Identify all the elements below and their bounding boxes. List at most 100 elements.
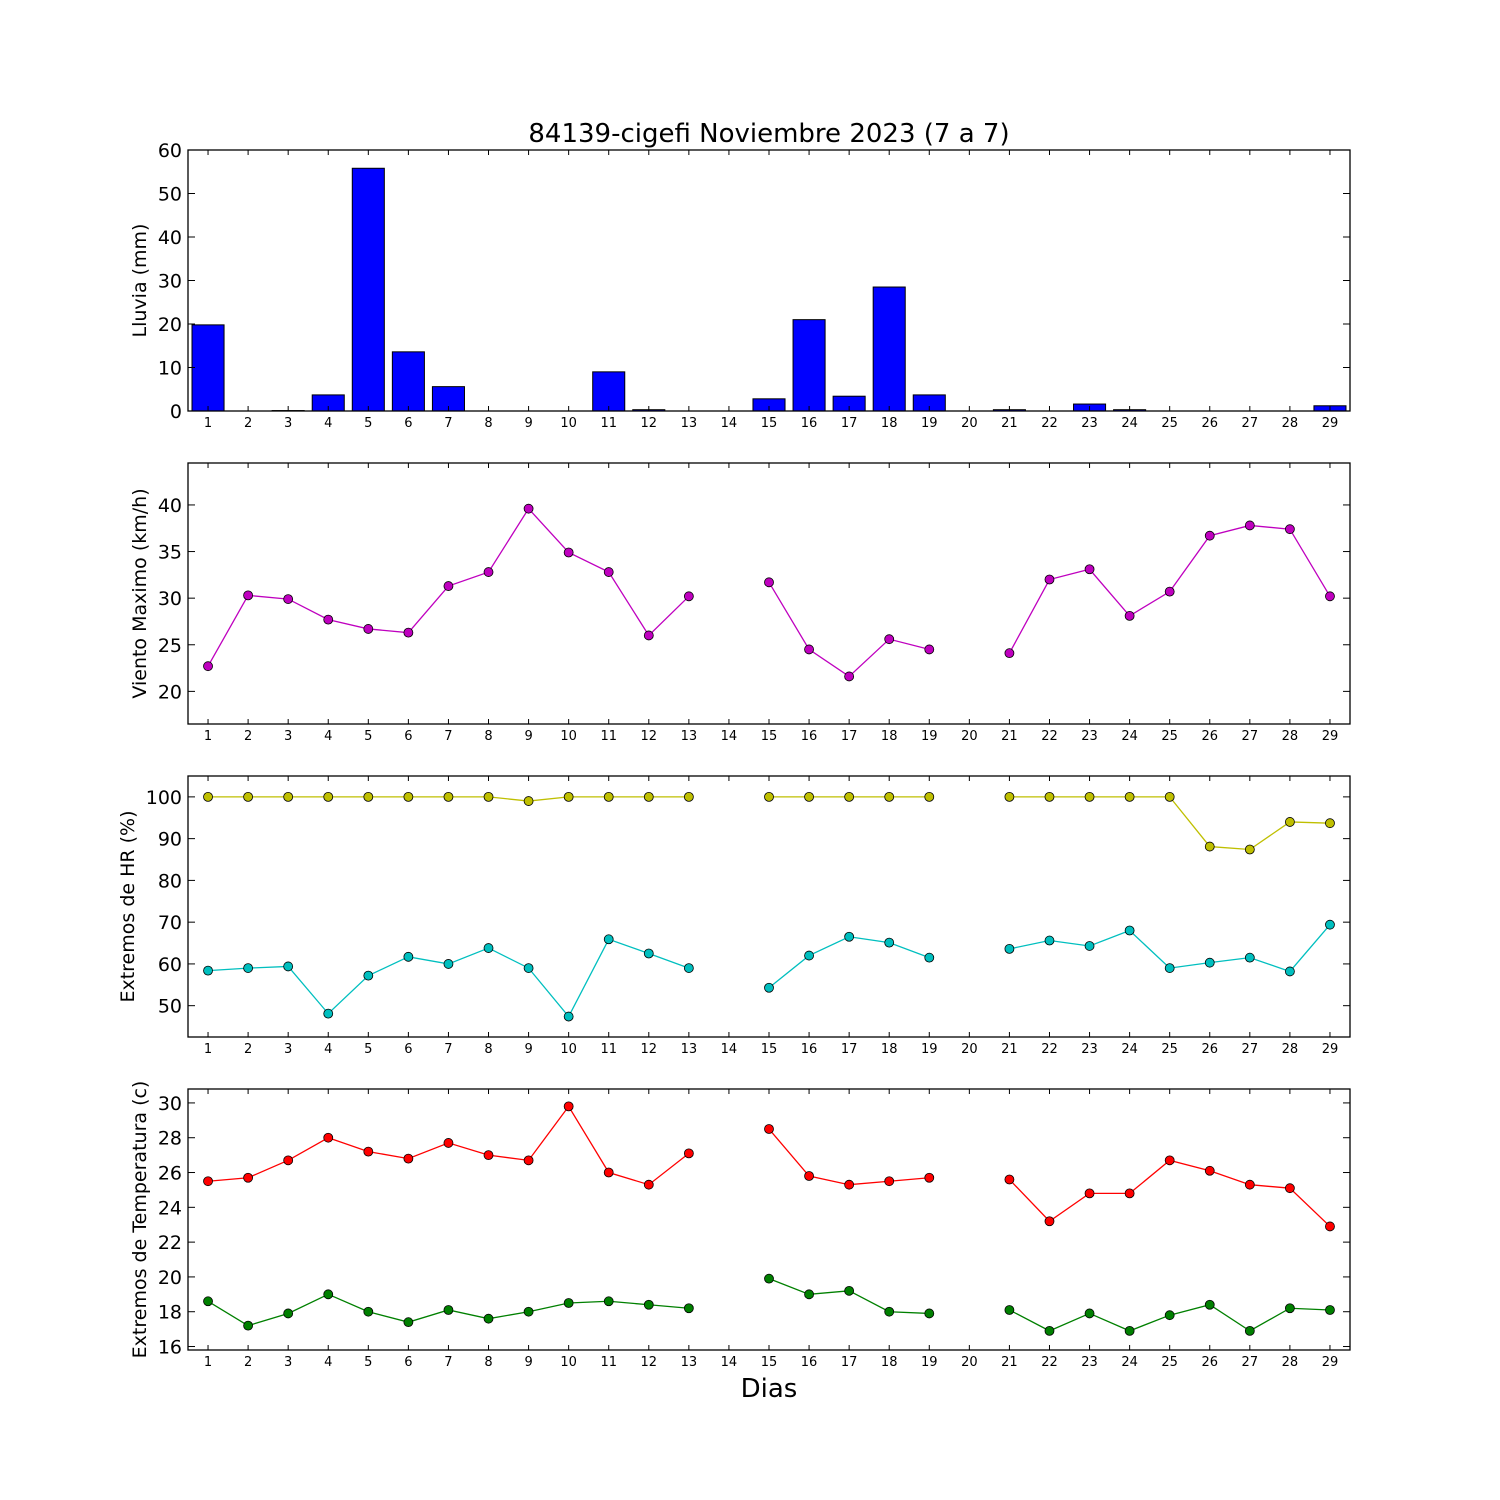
x-tick-label: 20 — [961, 1355, 978, 1370]
data-point — [804, 950, 814, 961]
y-tick-label: 50 — [158, 184, 182, 206]
y-tick-label: 60 — [158, 140, 182, 162]
data-point — [1164, 1155, 1175, 1166]
x-tick-label: 12 — [641, 729, 658, 744]
data-point — [643, 630, 654, 641]
data-point — [764, 791, 774, 802]
y-tick-label: 22 — [158, 1232, 182, 1254]
x-tick-label: 1 — [204, 416, 212, 431]
y-tick-label: 90 — [158, 829, 182, 851]
series-line — [768, 1128, 930, 1186]
data-point — [1244, 1179, 1255, 1190]
data-point — [563, 1011, 574, 1022]
y-tick-label: 10 — [158, 358, 182, 380]
x-tick-label: 15 — [761, 1355, 778, 1370]
data-point — [924, 1308, 935, 1319]
axes-frame — [187, 775, 1351, 1038]
x-tick-label: 11 — [600, 1042, 617, 1057]
data-point — [243, 963, 254, 973]
x-tick-label: 6 — [404, 416, 412, 431]
x-tick-label: 3 — [284, 1355, 292, 1370]
x-tick-label: 8 — [484, 1042, 492, 1057]
x-tick-label: 12 — [641, 1355, 658, 1370]
x-tick-label: 13 — [681, 416, 698, 431]
y-tick-label: 0 — [170, 401, 182, 423]
data-point — [683, 791, 694, 802]
data-point — [323, 614, 334, 625]
data-point — [1084, 1308, 1095, 1319]
x-tick-label: 3 — [284, 416, 292, 431]
data-point — [764, 1273, 774, 1284]
data-point — [924, 1172, 935, 1183]
data-point — [483, 791, 494, 802]
data-point — [1124, 610, 1135, 621]
x-axis-label: Dias — [741, 1374, 798, 1404]
bar — [872, 286, 906, 412]
x-tick-label: 22 — [1041, 1355, 1058, 1370]
data-point — [844, 791, 855, 802]
data-point — [483, 1150, 494, 1161]
chart-title: 84139-cigefi Noviembre 2023 (7 a 7) — [528, 119, 1009, 149]
data-point — [804, 1171, 814, 1181]
x-tick-label: 5 — [364, 1355, 372, 1370]
x-tick-label: 8 — [484, 416, 492, 431]
x-tick-label: 19 — [921, 729, 938, 744]
y-tick-label: 40 — [158, 227, 182, 249]
data-point — [443, 791, 454, 802]
x-tick-label: 26 — [1201, 1042, 1218, 1057]
x-tick-label: 23 — [1081, 1355, 1098, 1370]
x-tick-label: 27 — [1242, 416, 1259, 431]
x-tick-label: 7 — [444, 729, 452, 744]
data-point — [1044, 574, 1055, 585]
y-axis-label: Lluvia (mm) — [129, 224, 151, 338]
data-point — [804, 1289, 814, 1300]
bar — [592, 371, 626, 412]
data-point — [1204, 1299, 1215, 1310]
x-tick-label: 14 — [721, 1355, 738, 1370]
data-point — [403, 1317, 414, 1328]
data-point — [523, 503, 534, 514]
y-tick-label: 28 — [158, 1128, 182, 1150]
data-point — [844, 671, 855, 682]
x-tick-label: 4 — [324, 416, 332, 431]
data-point — [844, 1285, 855, 1296]
x-tick-label: 6 — [404, 1042, 412, 1057]
data-point — [1004, 648, 1015, 659]
data-point — [523, 796, 534, 806]
data-point — [603, 567, 614, 577]
x-tick-label: 24 — [1121, 1355, 1138, 1370]
data-point — [1325, 1305, 1335, 1315]
x-tick-label: 29 — [1322, 1355, 1339, 1370]
y-tick-label: 80 — [158, 870, 182, 892]
data-point — [1204, 957, 1215, 968]
x-tick-label: 8 — [484, 729, 492, 744]
x-tick-label: 4 — [324, 1042, 332, 1057]
data-point — [1204, 841, 1215, 852]
data-point — [203, 1296, 213, 1307]
x-tick-label: 20 — [961, 416, 978, 431]
x-tick-label: 15 — [761, 1042, 778, 1057]
data-point — [1204, 530, 1215, 541]
data-point — [563, 791, 574, 802]
data-point — [403, 791, 414, 802]
x-tick-label: 9 — [524, 1355, 532, 1370]
data-point — [283, 791, 294, 802]
data-point — [603, 1167, 614, 1178]
data-point — [283, 1308, 294, 1319]
x-tick-label: 6 — [404, 729, 412, 744]
series-line — [207, 938, 690, 1018]
x-tick-label: 29 — [1322, 1042, 1339, 1057]
x-tick-label: 27 — [1242, 1355, 1259, 1370]
series-line — [768, 936, 930, 989]
data-point — [403, 951, 414, 962]
bar — [391, 351, 425, 412]
data-point — [1164, 791, 1175, 802]
data-point — [884, 937, 895, 948]
x-tick-label: 5 — [364, 729, 372, 744]
data-point — [363, 1306, 374, 1317]
y-tick-label: 70 — [158, 912, 182, 934]
x-tick-label: 29 — [1322, 729, 1339, 744]
x-tick-label: 5 — [364, 1042, 372, 1057]
x-tick-label: 2 — [244, 1355, 252, 1370]
x-tick-label: 27 — [1242, 729, 1259, 744]
